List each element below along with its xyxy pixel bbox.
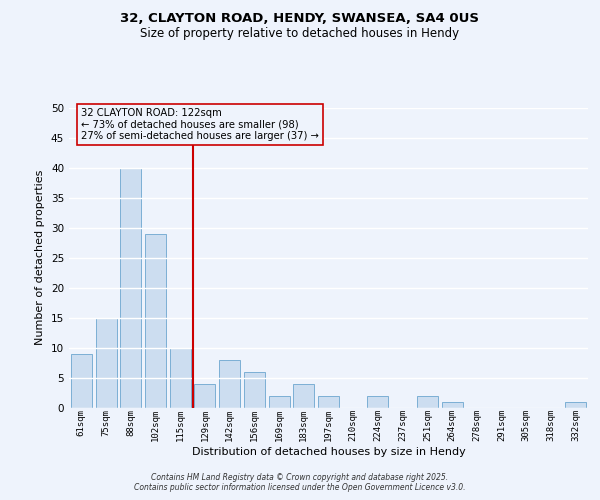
Text: 32 CLAYTON ROAD: 122sqm
← 73% of detached houses are smaller (98)
27% of semi-de: 32 CLAYTON ROAD: 122sqm ← 73% of detache…: [82, 108, 319, 140]
Bar: [269, 396, 290, 407]
Bar: [318, 396, 339, 407]
Bar: [219, 360, 240, 408]
Bar: [71, 354, 92, 408]
X-axis label: Distribution of detached houses by size in Hendy: Distribution of detached houses by size …: [191, 446, 466, 456]
Bar: [244, 372, 265, 408]
Bar: [120, 168, 141, 408]
Bar: [293, 384, 314, 407]
Bar: [417, 396, 438, 407]
Bar: [145, 234, 166, 408]
Bar: [95, 318, 116, 408]
Y-axis label: Number of detached properties: Number of detached properties: [35, 170, 46, 345]
Bar: [565, 402, 586, 407]
Text: 32, CLAYTON ROAD, HENDY, SWANSEA, SA4 0US: 32, CLAYTON ROAD, HENDY, SWANSEA, SA4 0U…: [121, 12, 479, 26]
Bar: [194, 384, 215, 407]
Bar: [170, 348, 191, 408]
Text: Size of property relative to detached houses in Hendy: Size of property relative to detached ho…: [140, 28, 460, 40]
Bar: [367, 396, 388, 407]
Text: Contains HM Land Registry data © Crown copyright and database right 2025.
Contai: Contains HM Land Registry data © Crown c…: [134, 473, 466, 492]
Bar: [442, 402, 463, 407]
